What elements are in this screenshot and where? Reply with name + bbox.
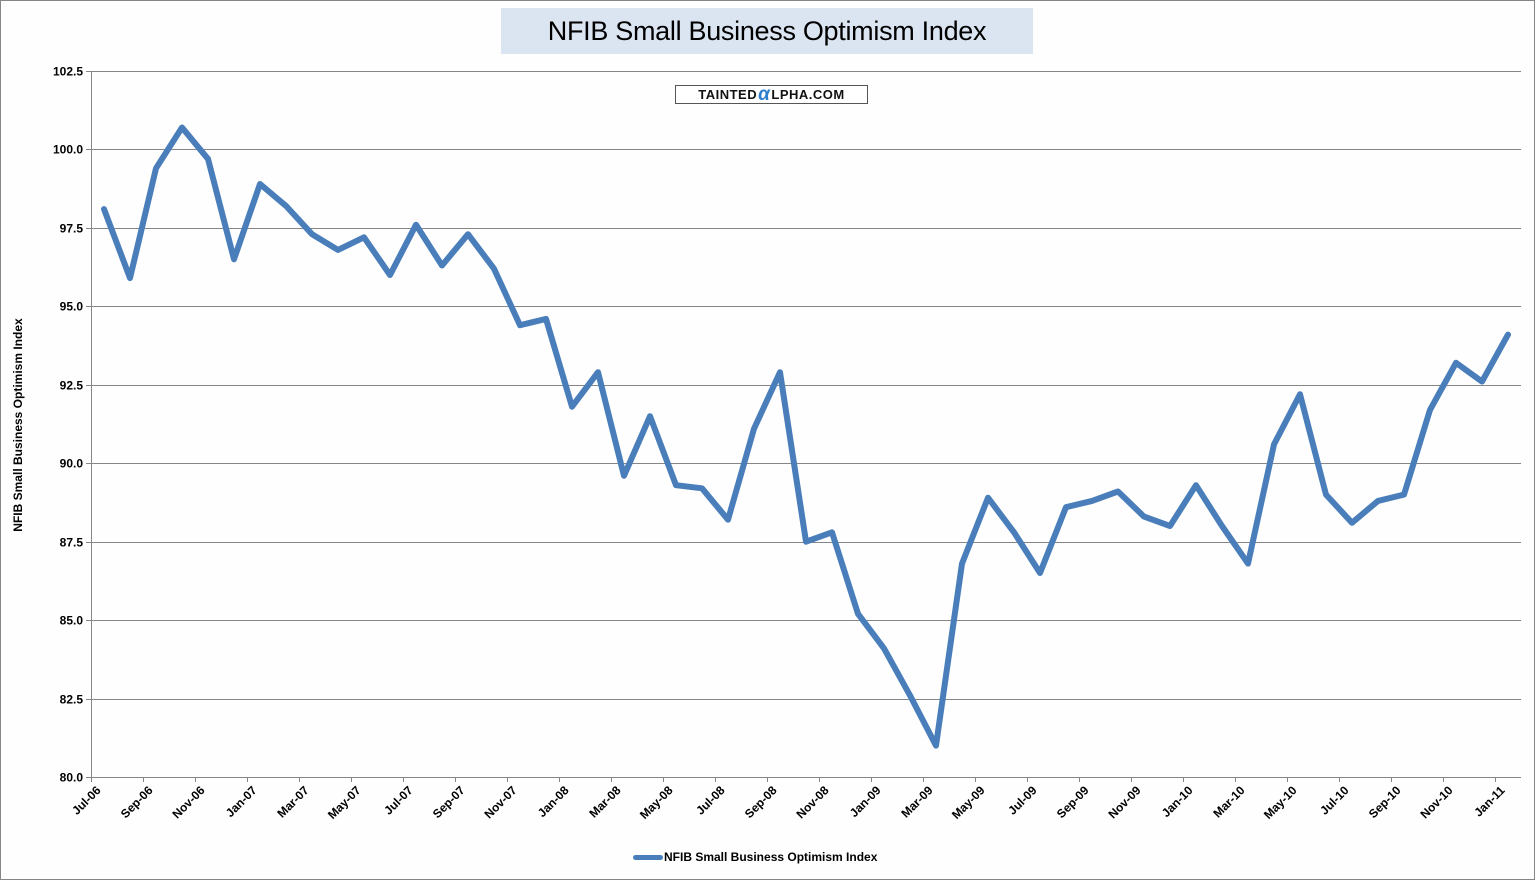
x-tick-label: Jul-07 xyxy=(381,783,416,818)
logo-text-lpha: LPHA.COM xyxy=(771,87,845,102)
x-tick-label: Nov-10 xyxy=(1417,783,1455,821)
y-tick-label: 90.0 xyxy=(60,457,84,471)
y-tick-label: 85.0 xyxy=(60,614,84,628)
y-tick-label: 82.5 xyxy=(60,693,84,707)
x-tick-label: Mar-10 xyxy=(1210,783,1247,820)
x-tick-label: Jan-10 xyxy=(1159,783,1196,820)
x-tick-label: Jul-06 xyxy=(69,783,104,818)
x-tick-label: Mar-09 xyxy=(898,783,935,820)
y-tick-label: 80.0 xyxy=(60,771,84,785)
x-tick-label: Jan-11 xyxy=(1471,783,1508,820)
logo-alpha-glyph: α xyxy=(758,84,771,105)
x-tick-label: Mar-08 xyxy=(586,783,623,820)
y-tick-label: 87.5 xyxy=(60,536,84,550)
y-tick-label: 95.0 xyxy=(60,300,84,314)
y-tick-label: 102.5 xyxy=(53,65,83,79)
x-tick-label: Jul-08 xyxy=(693,783,728,818)
x-tick-label: May-09 xyxy=(949,783,988,822)
x-tick-label: Sep-07 xyxy=(430,783,468,821)
x-tick-label: Jan-07 xyxy=(223,783,260,820)
x-tick-label: Sep-06 xyxy=(118,783,156,821)
legend-label: NFIB Small Business Optimism Index xyxy=(664,850,878,864)
legend-swatch xyxy=(633,854,663,860)
y-axis-title: NFIB Small Business Optimism Index xyxy=(11,318,25,532)
y-tick-label: 100.0 xyxy=(53,143,83,157)
series-group xyxy=(101,124,1511,749)
x-tick-label: Jan-09 xyxy=(847,783,884,820)
x-tick-label: Sep-10 xyxy=(1366,783,1404,821)
x-tick-label: Jul-09 xyxy=(1005,783,1040,818)
x-axis-ticks: Jul-06 Sep-06 Nov-06 Jan-07 Mar-07 May-07 Jul-… xyxy=(69,777,1508,822)
x-tick-label: Sep-08 xyxy=(742,783,780,821)
x-tick-label: May-07 xyxy=(325,783,364,822)
x-tick-label: Nov-09 xyxy=(1105,783,1143,821)
x-tick-label: Nov-06 xyxy=(169,783,207,821)
y-axis-ticks: 80.0 82.5 85.0 87.5 90.0 92.5 95.0 97.5 100.0 102… xyxy=(53,65,91,785)
chart-title-box: NFIB Small Business Optimism Index xyxy=(501,8,1033,54)
x-tick-label: Jul-10 xyxy=(1317,783,1352,818)
gridlines xyxy=(91,71,1521,700)
chart-title: NFIB Small Business Optimism Index xyxy=(547,15,987,46)
x-tick-label: Sep-09 xyxy=(1054,783,1092,821)
x-tick-label: Mar-07 xyxy=(274,783,311,820)
legend: NFIB Small Business Optimism Index xyxy=(633,850,877,864)
x-tick-label: Jan-08 xyxy=(535,783,572,820)
axes xyxy=(91,71,1521,778)
x-tick-label: May-08 xyxy=(637,783,676,822)
logo-text-tainted: TAINTED xyxy=(698,87,758,102)
series-line xyxy=(101,124,1511,749)
x-tick-label: May-10 xyxy=(1261,783,1300,822)
watermark-logo: TAINTED α LPHA.COM xyxy=(675,85,868,104)
x-tick-label: Nov-08 xyxy=(793,783,831,821)
x-tick-label: Nov-07 xyxy=(481,783,519,821)
y-tick-label: 92.5 xyxy=(60,379,84,393)
y-tick-label: 97.5 xyxy=(60,222,84,236)
